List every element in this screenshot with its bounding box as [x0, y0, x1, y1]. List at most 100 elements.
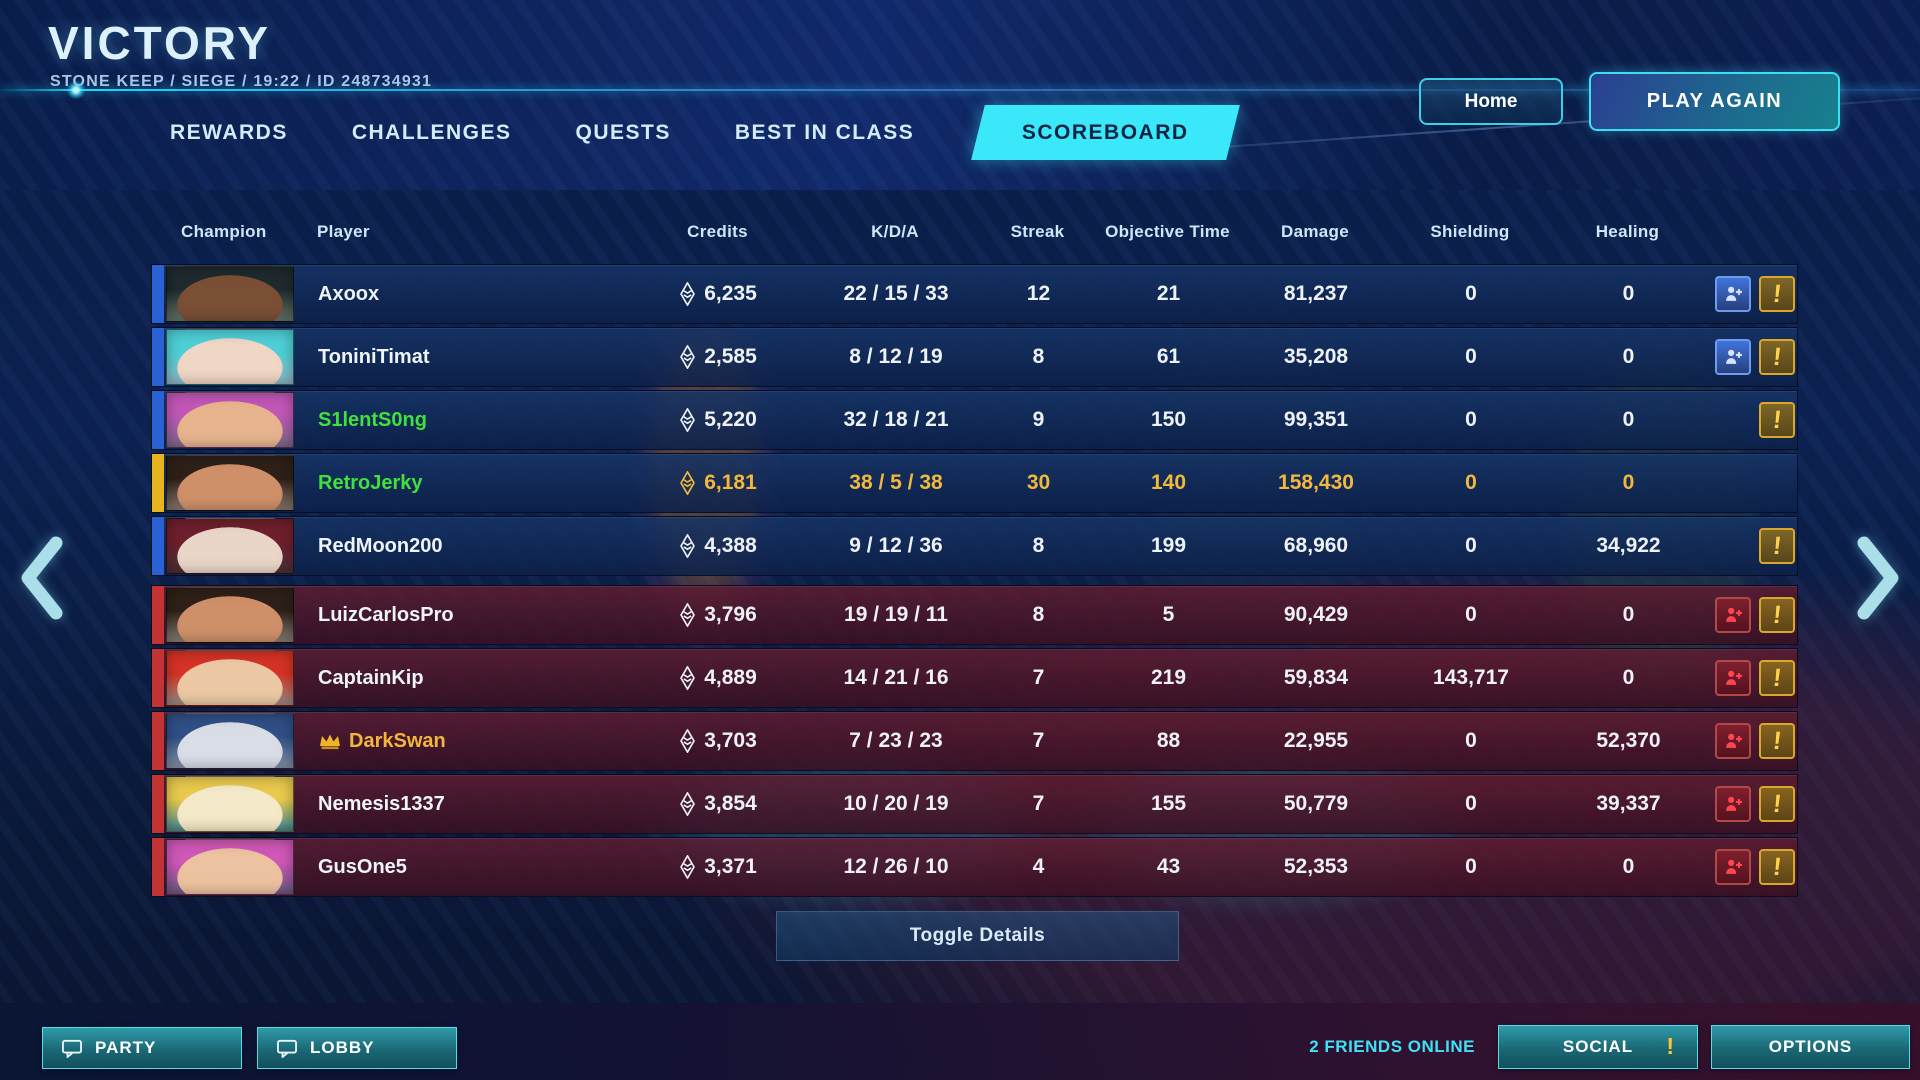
champion-portrait	[166, 392, 294, 448]
match-info-text: STONE KEEP / SIEGE / 19:22 / ID 24873493…	[50, 73, 433, 90]
credits-value: 3,854	[704, 792, 757, 815]
report-button[interactable]: !	[1759, 276, 1795, 312]
lobby-button-label: LOBBY	[310, 1038, 375, 1057]
report-button[interactable]: !	[1759, 723, 1795, 759]
party-button[interactable]: PARTY	[42, 1027, 242, 1069]
shielding-value: 0	[1465, 345, 1477, 368]
add-friend-button[interactable]	[1715, 723, 1751, 759]
report-exclamation: !	[1771, 405, 1783, 434]
add-friend-button[interactable]	[1715, 597, 1751, 633]
shielding-value: 0	[1465, 534, 1477, 557]
credits-value: 3,703	[704, 729, 757, 752]
tab-best-in-class[interactable]: BEST IN CLASS	[735, 121, 914, 145]
toggle-details-button[interactable]: Toggle Details	[776, 911, 1179, 961]
row-actions: !	[1706, 849, 1799, 885]
player-name-cell: Nemesis1337	[296, 793, 626, 816]
scoreboard-row[interactable]: CaptainKip 4,889 14 / 21 / 16 7 219 59,8…	[151, 648, 1798, 708]
credits-cell: 3,854	[626, 792, 811, 816]
tab-rewards[interactable]: REWARDS	[170, 121, 288, 145]
credits-value: 2,585	[704, 345, 757, 368]
column-header-k-d-a: K/D/A	[871, 222, 919, 241]
damage-value: 68,960	[1283, 534, 1349, 557]
player-name: DarkSwan	[349, 729, 446, 752]
player-name: ToniniTimat	[318, 345, 430, 368]
shielding-value: 143,717	[1433, 666, 1509, 689]
scoreboard-row[interactable]: GusOne5 3,371 12 / 26 / 10 4 43 52,353 0…	[151, 837, 1798, 897]
scoreboard-row[interactable]: RedMoon200 4,388 9 / 12 / 36 8 199 68,96…	[151, 516, 1798, 576]
player-name: S1lentS0ng	[318, 408, 427, 431]
report-button[interactable]: !	[1759, 528, 1795, 564]
credits-icon	[680, 282, 696, 306]
divider-glow-line	[0, 81, 1920, 99]
column-header-objective-time: Objective Time	[1105, 222, 1230, 241]
add-friend-button[interactable]	[1715, 276, 1751, 312]
social-button-label: SOCIAL	[1562, 1037, 1634, 1056]
champion-portrait	[166, 839, 294, 895]
champion-portrait	[166, 266, 294, 322]
kda-value: 9 / 12 / 36	[849, 534, 943, 557]
tab-challenges[interactable]: CHALLENGES	[352, 121, 512, 145]
tab-scoreboard[interactable]: SCOREBOARD	[971, 105, 1240, 160]
champion-portrait	[166, 587, 294, 643]
next-page-arrow[interactable]	[1850, 535, 1906, 621]
scoreboard-row[interactable]: LuizCarlosPro 3,796 19 / 19 / 11 8 5 90,…	[151, 585, 1798, 645]
home-button[interactable]: Home	[1419, 78, 1563, 125]
play-again-button[interactable]: PLAY AGAIN	[1589, 72, 1840, 131]
report-button[interactable]: !	[1759, 660, 1795, 696]
damage-value: 99,351	[1283, 408, 1349, 431]
healing-value: 0	[1622, 345, 1635, 368]
champion-portrait	[166, 329, 294, 385]
kda-value: 38 / 5 / 38	[849, 471, 943, 494]
options-button[interactable]: OPTIONS	[1711, 1025, 1910, 1069]
scoreboard-rows: Axoox 6,235 22 / 15 / 33 12 21 81,237 0 …	[151, 264, 1798, 900]
previous-page-arrow[interactable]	[14, 535, 70, 621]
credits-icon	[680, 471, 696, 495]
champion-portrait	[166, 776, 294, 832]
objective-time-value: 199	[1150, 534, 1187, 557]
streak-value: 4	[1032, 855, 1045, 878]
kda-value: 14 / 21 / 16	[843, 666, 949, 689]
scoreboard-row[interactable]: RetroJerky 6,181 38 / 5 / 38 30 140 158,…	[151, 453, 1798, 513]
shielding-value: 0	[1465, 855, 1477, 878]
player-name-cell: CaptainKip	[296, 667, 626, 690]
add-friend-button[interactable]	[1715, 339, 1751, 375]
shielding-value: 0	[1465, 408, 1477, 431]
report-button[interactable]: !	[1759, 849, 1795, 885]
healing-value: 52,370	[1596, 729, 1661, 752]
team-color-bar	[152, 517, 164, 575]
add-friend-button[interactable]	[1715, 660, 1751, 696]
report-button[interactable]: !	[1759, 339, 1795, 375]
scoreboard-row[interactable]: S1lentS0ng 5,220 32 / 18 / 21 9 150 99,3…	[151, 390, 1798, 450]
player-name-cell: ToniniTimat	[296, 346, 626, 369]
champion-portrait	[166, 518, 294, 574]
healing-value: 0	[1622, 282, 1635, 305]
scoreboard-row[interactable]: DarkSwan 3,703 7 / 23 / 23 7 88 22,955 0…	[151, 711, 1798, 771]
add-friend-button[interactable]	[1715, 786, 1751, 822]
objective-time-value: 150	[1150, 408, 1187, 431]
credits-icon	[680, 855, 696, 879]
credits-icon	[680, 345, 696, 369]
glow-node	[66, 81, 86, 99]
report-exclamation: !	[1771, 726, 1783, 755]
kda-value: 19 / 19 / 11	[844, 603, 948, 626]
tab-quests[interactable]: QUESTS	[576, 121, 671, 145]
report-button[interactable]: !	[1759, 597, 1795, 633]
report-button[interactable]: !	[1759, 786, 1795, 822]
add-friend-button[interactable]	[1715, 849, 1751, 885]
credits-value: 3,371	[704, 855, 757, 878]
scoreboard-row[interactable]: Nemesis1337 3,854 10 / 20 / 19 7 155 50,…	[151, 774, 1798, 834]
damage-value: 59,834	[1283, 666, 1349, 689]
lobby-button[interactable]: LOBBY	[257, 1027, 457, 1069]
social-button[interactable]: SOCIAL !	[1498, 1025, 1698, 1069]
shielding-value: 0	[1465, 471, 1477, 494]
report-exclamation: !	[1771, 279, 1783, 308]
report-button[interactable]: !	[1759, 402, 1795, 438]
scoreboard-row[interactable]: ToniniTimat 2,585 8 / 12 / 19 8 61 35,20…	[151, 327, 1798, 387]
objective-time-value: 21	[1156, 282, 1181, 305]
scoreboard-row[interactable]: Axoox 6,235 22 / 15 / 33 12 21 81,237 0 …	[151, 264, 1798, 324]
credits-icon	[680, 729, 696, 753]
credits-icon	[680, 603, 696, 627]
column-header-player: Player	[317, 222, 370, 241]
tab-label: BEST IN CLASS	[734, 120, 915, 144]
